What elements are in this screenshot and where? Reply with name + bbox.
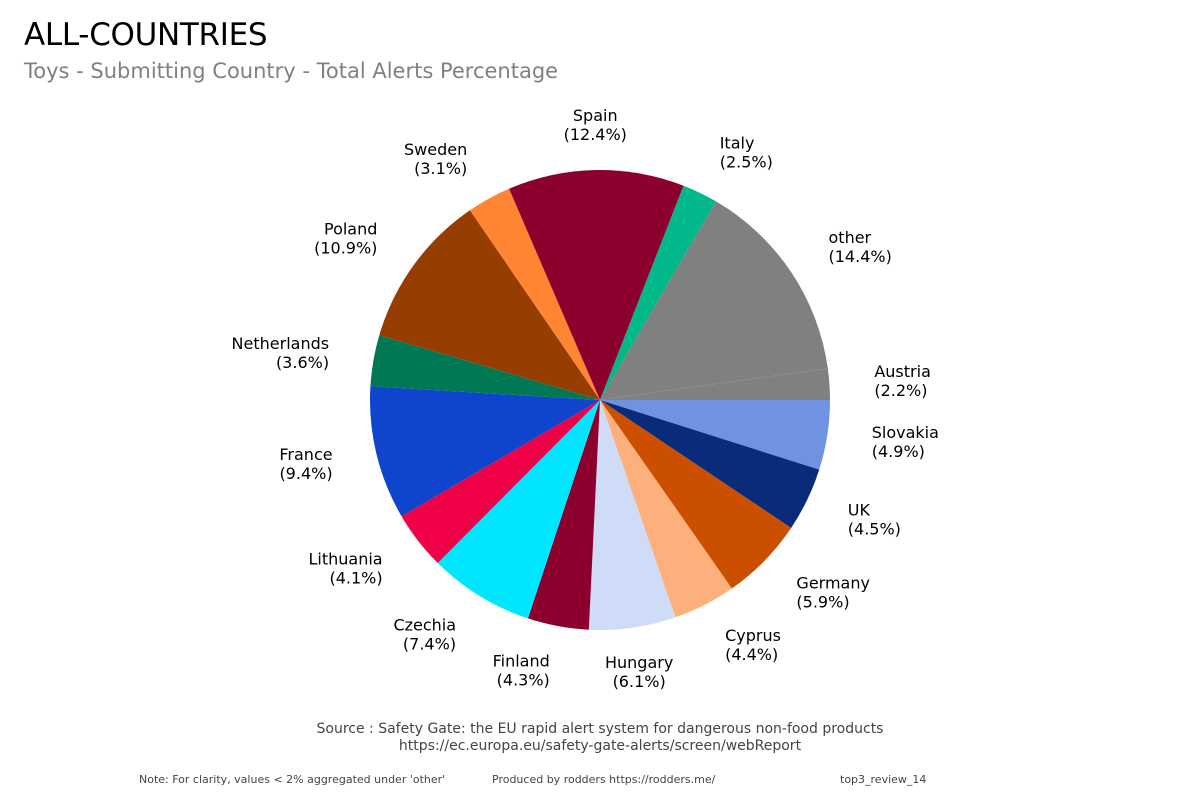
pie-slice-austria xyxy=(600,368,830,400)
pie-slice-slovakia xyxy=(600,400,830,470)
source-text: Source : Safety Gate: the EU rapid alert… xyxy=(316,721,884,737)
pie-label-poland: Poland (10.9%) xyxy=(314,219,377,257)
footer-produced-by: Produced by rodders https://rodders.me/ xyxy=(492,773,716,786)
chart-title: ALL-COUNTRIES xyxy=(24,17,268,53)
pie-slice-other xyxy=(600,201,828,400)
pie-slice-netherlands xyxy=(370,335,600,400)
chart-subtitle: Toys - Submitting Country - Total Alerts… xyxy=(24,59,559,83)
pie-label-finland: Finland (4.3%) xyxy=(493,651,550,689)
pie-label-other: other (14.4%) xyxy=(829,228,892,266)
pie-slice-cyprus xyxy=(600,400,732,618)
pie-slice-czechia xyxy=(437,400,600,619)
pie-slice-france xyxy=(370,386,600,517)
pie-label-uk: UK (4.5%) xyxy=(848,500,901,538)
pie-slice-italy xyxy=(600,185,717,400)
pie-slice-spain xyxy=(509,170,684,400)
pie-label-slovakia: Slovakia (4.9%) xyxy=(872,423,939,461)
pie-slice-lithuania xyxy=(401,400,600,564)
pie-label-italy: Italy (2.5%) xyxy=(720,133,773,171)
pie-slice-germany xyxy=(600,400,792,589)
pie-label-netherlands: Netherlands (3.6%) xyxy=(232,334,330,372)
pie-label-austria: Austria (2.2%) xyxy=(874,362,931,400)
pie-label-lithuania: Lithuania (4.1%) xyxy=(308,549,382,587)
pie-labels: Slovakia (4.9%) UK (4.5%) Germany (5.9%) Cypru… xyxy=(232,106,939,691)
pie-label-cyprus: Cyprus (4.4%) xyxy=(725,626,781,664)
pie-slice-uk xyxy=(600,400,820,528)
footer-tag: top3_review_14 xyxy=(840,773,927,786)
footer-note: Note: For clarity, values < 2% aggregate… xyxy=(139,773,446,786)
pie-label-france: France (9.4%) xyxy=(279,445,332,483)
pie-label-czechia: Czechia (7.4%) xyxy=(393,615,456,653)
pie-slice-finland xyxy=(527,400,600,630)
pie-label-germany: Germany (5.9%) xyxy=(796,573,870,611)
pie-slice-hungary xyxy=(588,400,676,630)
pie-label-sweden: Sweden (3.1%) xyxy=(404,140,467,178)
source-url: https://ec.europa.eu/safety-gate-alerts/… xyxy=(398,738,802,754)
pie-slices xyxy=(370,170,830,630)
pie-label-hungary: Hungary (6.1%) xyxy=(605,653,673,691)
pie-label-spain: Spain (12.4%) xyxy=(564,106,627,144)
pie-slice-sweden xyxy=(469,188,600,400)
pie-slice-poland xyxy=(379,210,600,400)
